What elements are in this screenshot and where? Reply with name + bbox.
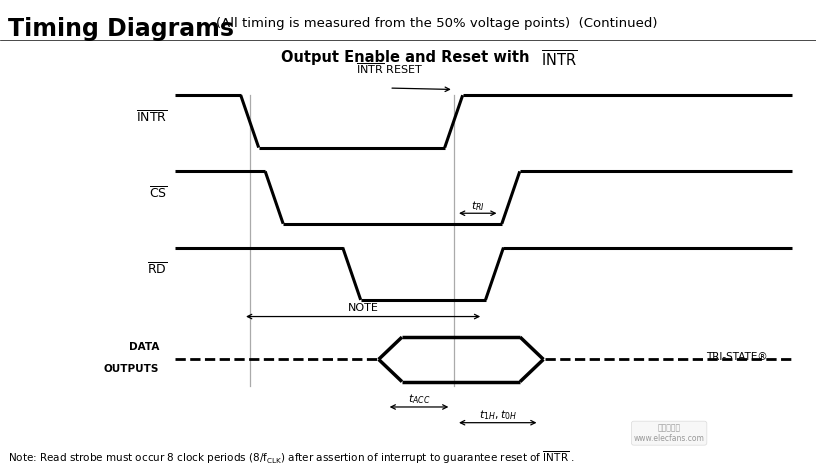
Text: Timing Diagrams: Timing Diagrams	[8, 17, 234, 40]
Text: $\overline{\mathrm{INTR}}$: $\overline{\mathrm{INTR}}$	[541, 50, 577, 70]
Text: OUTPUTS: OUTPUTS	[104, 364, 159, 374]
Text: Output Enable and Reset with: Output Enable and Reset with	[282, 50, 534, 65]
Text: NOTE: NOTE	[348, 303, 379, 314]
Text: $\overline{\mathrm{INTR}}$: $\overline{\mathrm{INTR}}$	[136, 110, 167, 125]
Text: $\overline{\mathrm{INTR}}$ RESET: $\overline{\mathrm{INTR}}$ RESET	[356, 62, 423, 76]
Text: $t_{ACC}$: $t_{ACC}$	[408, 393, 430, 406]
Text: $\overline{\mathrm{RD}}$: $\overline{\mathrm{RD}}$	[147, 262, 167, 278]
Text: $t_{1H}, t_{0H}$: $t_{1H}, t_{0H}$	[479, 408, 517, 422]
Text: $t_{RI}$: $t_{RI}$	[471, 199, 485, 212]
Text: 电子发烧友
www.elecfans.com: 电子发烧友 www.elecfans.com	[634, 424, 704, 443]
Text: TRI-STATE®: TRI-STATE®	[706, 352, 768, 362]
Text: (All timing is measured from the 50% voltage points)  (Continued): (All timing is measured from the 50% vol…	[216, 17, 658, 30]
Text: DATA: DATA	[129, 342, 159, 353]
Text: Note: Read strobe must occur 8 clock periods (8/f$_{\rm CLK}$) after assertion o: Note: Read strobe must occur 8 clock per…	[8, 450, 575, 466]
Text: $\overline{\mathrm{CS}}$: $\overline{\mathrm{CS}}$	[149, 186, 167, 201]
